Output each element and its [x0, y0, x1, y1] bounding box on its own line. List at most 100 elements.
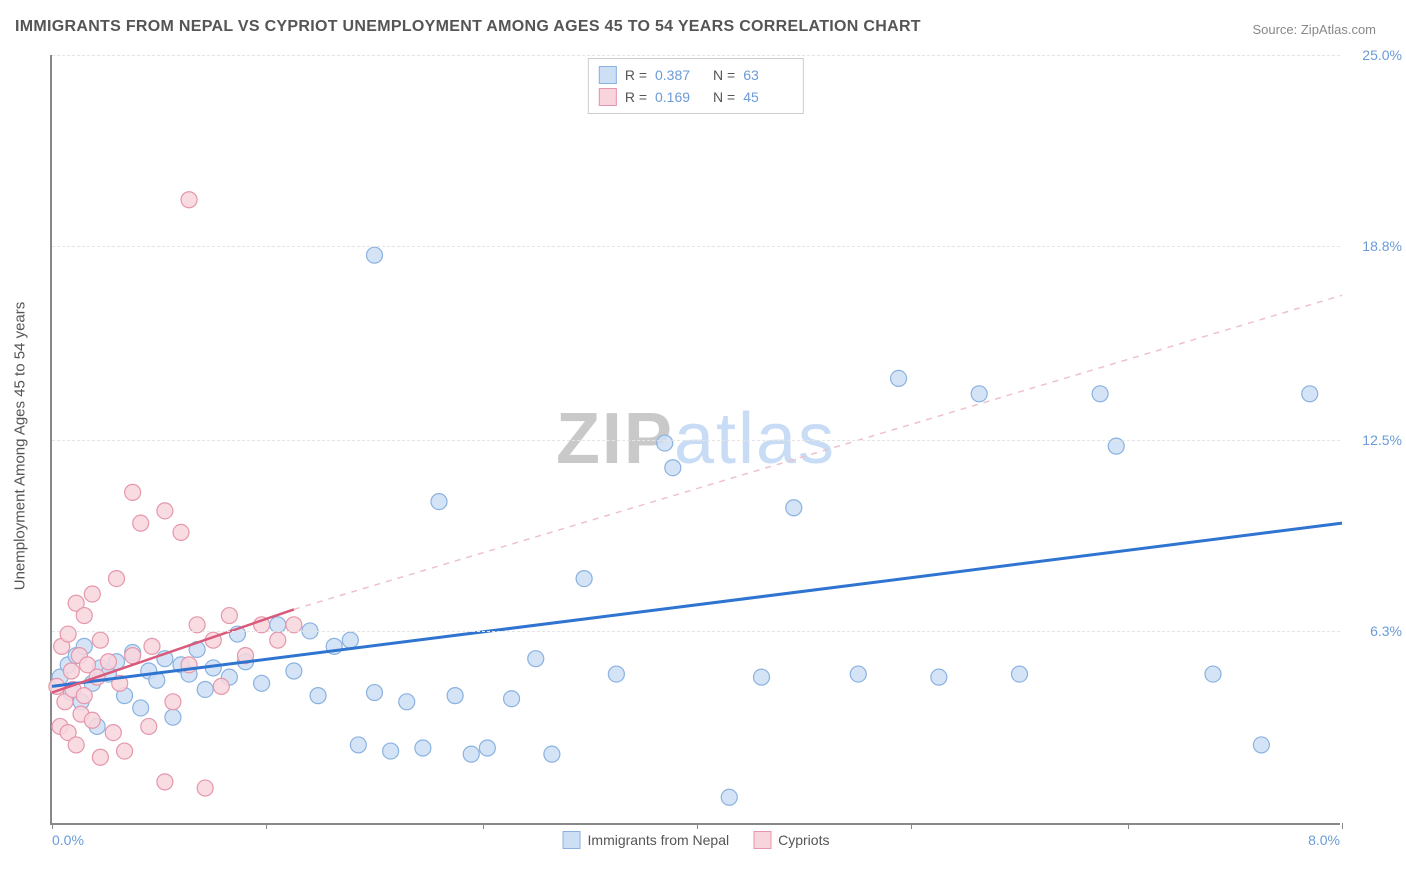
data-point [254, 675, 270, 691]
data-point [479, 740, 495, 756]
data-point [133, 700, 149, 716]
legend-swatch [753, 831, 771, 849]
data-point [310, 688, 326, 704]
data-point [1012, 666, 1028, 682]
plot-area: ZIPatlas R =0.387N =63R =0.169N =45 0.0%… [50, 55, 1340, 825]
y-axis-title: Unemployment Among Ages 45 to 54 years [12, 302, 29, 591]
x-tick [483, 823, 484, 829]
data-point [125, 484, 141, 500]
data-point [1302, 386, 1318, 402]
x-tick [911, 823, 912, 829]
data-point [181, 192, 197, 208]
x-tick [697, 823, 698, 829]
x-tick [1128, 823, 1129, 829]
legend-swatch [563, 831, 581, 849]
chart-title: IMMIGRANTS FROM NEPAL VS CYPRIOT UNEMPLO… [15, 18, 921, 36]
data-point [850, 666, 866, 682]
legend-r-label: R = [625, 67, 647, 83]
data-point [197, 780, 213, 796]
data-point [786, 500, 802, 516]
legend-swatch [599, 88, 617, 106]
data-point [92, 632, 108, 648]
data-point [415, 740, 431, 756]
data-point [342, 632, 358, 648]
data-point [576, 571, 592, 587]
data-point [133, 515, 149, 531]
data-point [1205, 666, 1221, 682]
legend-swatch [599, 66, 617, 84]
data-point [165, 709, 181, 725]
x-axis-min-label: 0.0% [52, 832, 84, 848]
y-tick-label: 18.8% [1347, 238, 1402, 254]
data-point [165, 694, 181, 710]
data-point [399, 694, 415, 710]
legend-r-value: 0.387 [655, 67, 705, 83]
data-point [76, 608, 92, 624]
x-tick [1342, 823, 1343, 829]
data-point [367, 247, 383, 263]
data-point [665, 460, 681, 476]
data-point [213, 678, 229, 694]
x-axis-max-label: 8.0% [1308, 832, 1340, 848]
data-point [286, 663, 302, 679]
stats-legend: R = 0.387 N = 63 R = 0.169 N = 45 [588, 58, 804, 114]
data-point [144, 638, 160, 654]
data-point [84, 586, 100, 602]
y-tick-label: 6.3% [1347, 623, 1402, 639]
data-point [60, 626, 76, 642]
stats-legend-row: R = 0.387 N = 63 [599, 64, 793, 86]
data-point [608, 666, 624, 682]
x-tick [52, 823, 53, 829]
series-legend-label: Immigrants from Nepal [588, 832, 730, 848]
series-legend-item: Cypriots [753, 831, 829, 849]
stats-legend-row: R = 0.169 N = 45 [599, 86, 793, 108]
data-point [544, 746, 560, 762]
data-point [931, 669, 947, 685]
data-point [157, 503, 173, 519]
data-point [383, 743, 399, 759]
data-point [463, 746, 479, 762]
chart-svg [52, 55, 1340, 823]
grid-line [52, 246, 1340, 247]
grid-line [52, 55, 1340, 56]
data-point [431, 494, 447, 510]
data-point [84, 712, 100, 728]
legend-n-value: 63 [743, 67, 793, 83]
data-point [173, 524, 189, 540]
grid-line [52, 631, 1340, 632]
legend-n-value: 45 [743, 89, 793, 105]
legend-r-label: R = [625, 89, 647, 105]
trend-line [52, 523, 1342, 686]
data-point [157, 774, 173, 790]
data-point [68, 737, 84, 753]
series-legend-label: Cypriots [778, 832, 829, 848]
data-point [197, 681, 213, 697]
y-tick-label: 25.0% [1347, 47, 1402, 63]
data-point [971, 386, 987, 402]
data-point [76, 688, 92, 704]
data-point [504, 691, 520, 707]
data-point [105, 725, 121, 741]
data-point [270, 632, 286, 648]
data-point [367, 685, 383, 701]
data-point [721, 789, 737, 805]
data-point [1092, 386, 1108, 402]
data-point [528, 651, 544, 667]
y-tick-label: 12.5% [1347, 432, 1402, 448]
trend-line [294, 295, 1342, 609]
series-legend: Immigrants from Nepal Cypriots [563, 831, 830, 849]
data-point [100, 654, 116, 670]
data-point [350, 737, 366, 753]
legend-n-label: N = [713, 89, 735, 105]
data-point [221, 608, 237, 624]
data-point [117, 743, 133, 759]
data-point [141, 718, 157, 734]
data-point [657, 435, 673, 451]
series-legend-item: Immigrants from Nepal [563, 831, 730, 849]
data-point [109, 571, 125, 587]
grid-line [52, 440, 1340, 441]
legend-r-value: 0.169 [655, 89, 705, 105]
data-point [891, 370, 907, 386]
legend-n-label: N = [713, 67, 735, 83]
data-point [63, 663, 79, 679]
